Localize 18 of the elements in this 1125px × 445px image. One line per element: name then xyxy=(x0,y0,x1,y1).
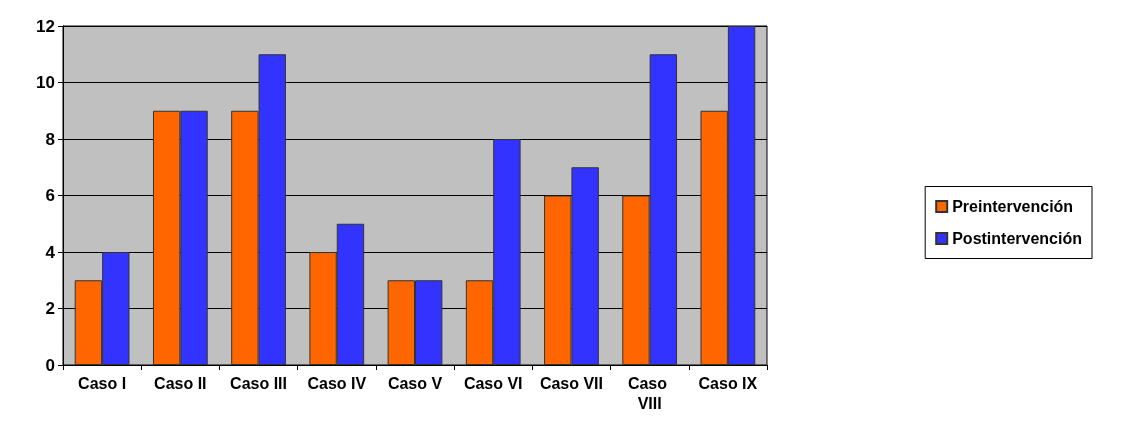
legend-label: Postintervención xyxy=(952,230,1083,247)
x-tick-label: Caso III xyxy=(230,374,288,392)
y-tick-label: 0 xyxy=(45,355,55,375)
x-tick-label: Caso IX xyxy=(698,374,758,392)
x-tick-label: Caso V xyxy=(387,374,443,392)
y-tick-label: 2 xyxy=(45,299,55,318)
y-tick-label: 4 xyxy=(45,242,56,262)
y-tick-label: 10 xyxy=(36,73,55,92)
x-tick-label: Caso I xyxy=(78,374,127,392)
y-tick-label: 12 xyxy=(36,16,55,36)
x-tick-label: Caso VI xyxy=(463,374,523,392)
y-tick-label: 6 xyxy=(45,186,55,205)
x-tick-label: Caso II xyxy=(154,374,207,392)
x-tick-label: Caso VII xyxy=(539,374,604,392)
y-tick-label: 8 xyxy=(45,129,55,149)
legend-label: Preintervención xyxy=(952,198,1074,215)
x-tick-label: Caso VIII xyxy=(627,374,672,412)
x-tick-label: Caso IV xyxy=(307,374,367,392)
